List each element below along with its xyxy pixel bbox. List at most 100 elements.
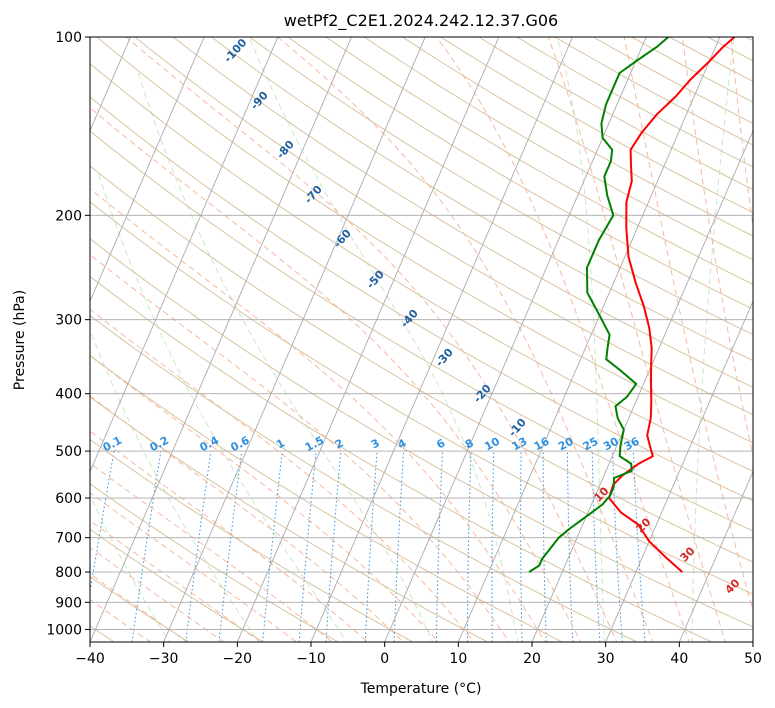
y-tick-label: 200 [55,208,82,224]
y-tick-label: 900 [55,595,82,611]
mixing-ratio-label: 10 [482,435,502,454]
dry-adiabat-line [90,130,753,532]
x-axis-label: Temperature (°C) [360,681,482,697]
dry-adiabat-line [90,314,639,642]
dry-adiabat-line [90,165,753,563]
isotherm-line [0,10,69,654]
moist-adiabat-line [90,599,152,642]
dry-adiabat-line [439,37,753,214]
moist-adiabat-line [90,188,546,642]
moist-adiabat-line [276,37,654,642]
x-tick-label: 20 [523,651,541,667]
dry-adiabat-label: -10 [506,416,529,440]
dry-adiabat-line [248,37,753,336]
y-axis-label: Pressure (hPa) [12,290,28,390]
y-tick-label: 800 [55,565,82,581]
dry-adiabat-line [90,275,713,642]
mixing-ratio-label: 16 [532,435,552,454]
dry-adiabat-line [286,37,753,310]
isobars [90,37,753,630]
aux-curve-line [98,173,348,642]
moist-adiabat-line [90,492,298,642]
mixing-ratio-label: 13 [510,435,530,454]
isotherm-line [678,470,753,642]
moist-adiabat-line [90,573,189,642]
y-tick-label: 100 [55,30,82,46]
dewpoint-line [528,37,669,573]
dry-adiabat-line [90,238,753,628]
isotherm-line [163,37,426,642]
isotherm-line [310,37,574,642]
y-tick-label: 600 [55,491,82,507]
dry-adiabat-line [96,37,753,444]
isotherm-line [384,37,647,642]
x-tick-label: 40 [670,651,688,667]
mixing-ratio-label: 4 [396,436,409,451]
moist-adiabat-line [90,106,582,642]
isotherm-line [90,37,132,132]
dry-adiabat-line [90,201,753,595]
moist-adiabat-label: 30 [678,544,698,564]
mixing-ratio-label: 20 [556,435,576,454]
aux-curve-line [90,328,260,642]
dry-adiabat-label: -50 [364,268,387,292]
temperature-line [608,37,736,573]
dry-adiabat-line [0,24,57,654]
moist-adiabat-line [681,37,753,458]
dry-adiabat-line [759,24,775,654]
mixing-ratio-lines [90,451,646,642]
mixing-ratio-label: 30 [601,435,621,454]
moist-adiabat-line [90,355,440,642]
mixing-ratio-label: 3 [369,436,382,451]
dry-adiabat-line [90,354,564,642]
x-tick-label: 50 [744,651,762,667]
x-tick-label: 0 [380,651,389,667]
y-tick-label: 500 [55,444,82,460]
dry-adiabat-label: -80 [274,138,297,162]
dry-adiabat-line [477,37,753,191]
isotherm-line [605,300,753,642]
aux-curve-line [248,37,519,642]
x-axis-ticks: −40 −30 −20 −10 0 10 20 30 40 50 [75,642,762,667]
dry-adiabats [0,24,775,654]
y-axis-ticks: 100 200 300 400 500 600 700 800 900 1000 [46,30,90,638]
dry-adiabat-line [90,483,340,642]
plot-frame [89,36,754,643]
isotherm-line [90,37,279,473]
dry-adiabat-label: -20 [471,382,494,406]
y-tick-label: 1000 [46,622,82,638]
mixing-ratio-line [90,451,115,595]
x-tick-label: −10 [296,651,326,667]
dry-adiabat-line [90,438,414,642]
dry-adiabat-label: -90 [248,89,271,113]
isotherm-line [457,37,721,642]
chart-title: wetPf2_C2E1.2024.242.12.37.G06 [284,11,558,31]
isotherm-line [752,640,753,642]
moist-adiabat-line [435,37,690,642]
mixing-ratio-label: 25 [581,435,601,454]
sounding-series [528,37,736,573]
mixing-ratio-line [435,451,443,642]
isotherm-line [236,37,500,642]
dry-adiabat-line [90,575,190,642]
x-tick-label: 30 [597,651,615,667]
y-tick-label: 700 [55,531,82,547]
moist-adiabat-line [90,430,369,642]
mixing-ratio-label: 2 [333,436,346,451]
x-tick-label: −30 [149,651,179,667]
dry-adiabat-line [90,528,265,642]
aux-curve-line [556,37,605,642]
moist-adiabat-label: 40 [723,576,743,596]
moist-adiabat-label: 10 [592,484,612,504]
mixing-ratio-line [218,451,243,642]
moist-adiabat-line [90,462,333,642]
mixing-ratio-line [325,451,342,642]
dry-adiabat-label: -40 [398,307,421,331]
isotherm-line [531,129,753,642]
x-tick-label: 10 [449,651,467,667]
moist-adiabat-line [90,254,510,642]
moist-adiabat-line [623,37,753,613]
dry-adiabat-line [134,37,753,416]
dry-adiabat-line [210,37,753,362]
isotherms [0,10,753,654]
